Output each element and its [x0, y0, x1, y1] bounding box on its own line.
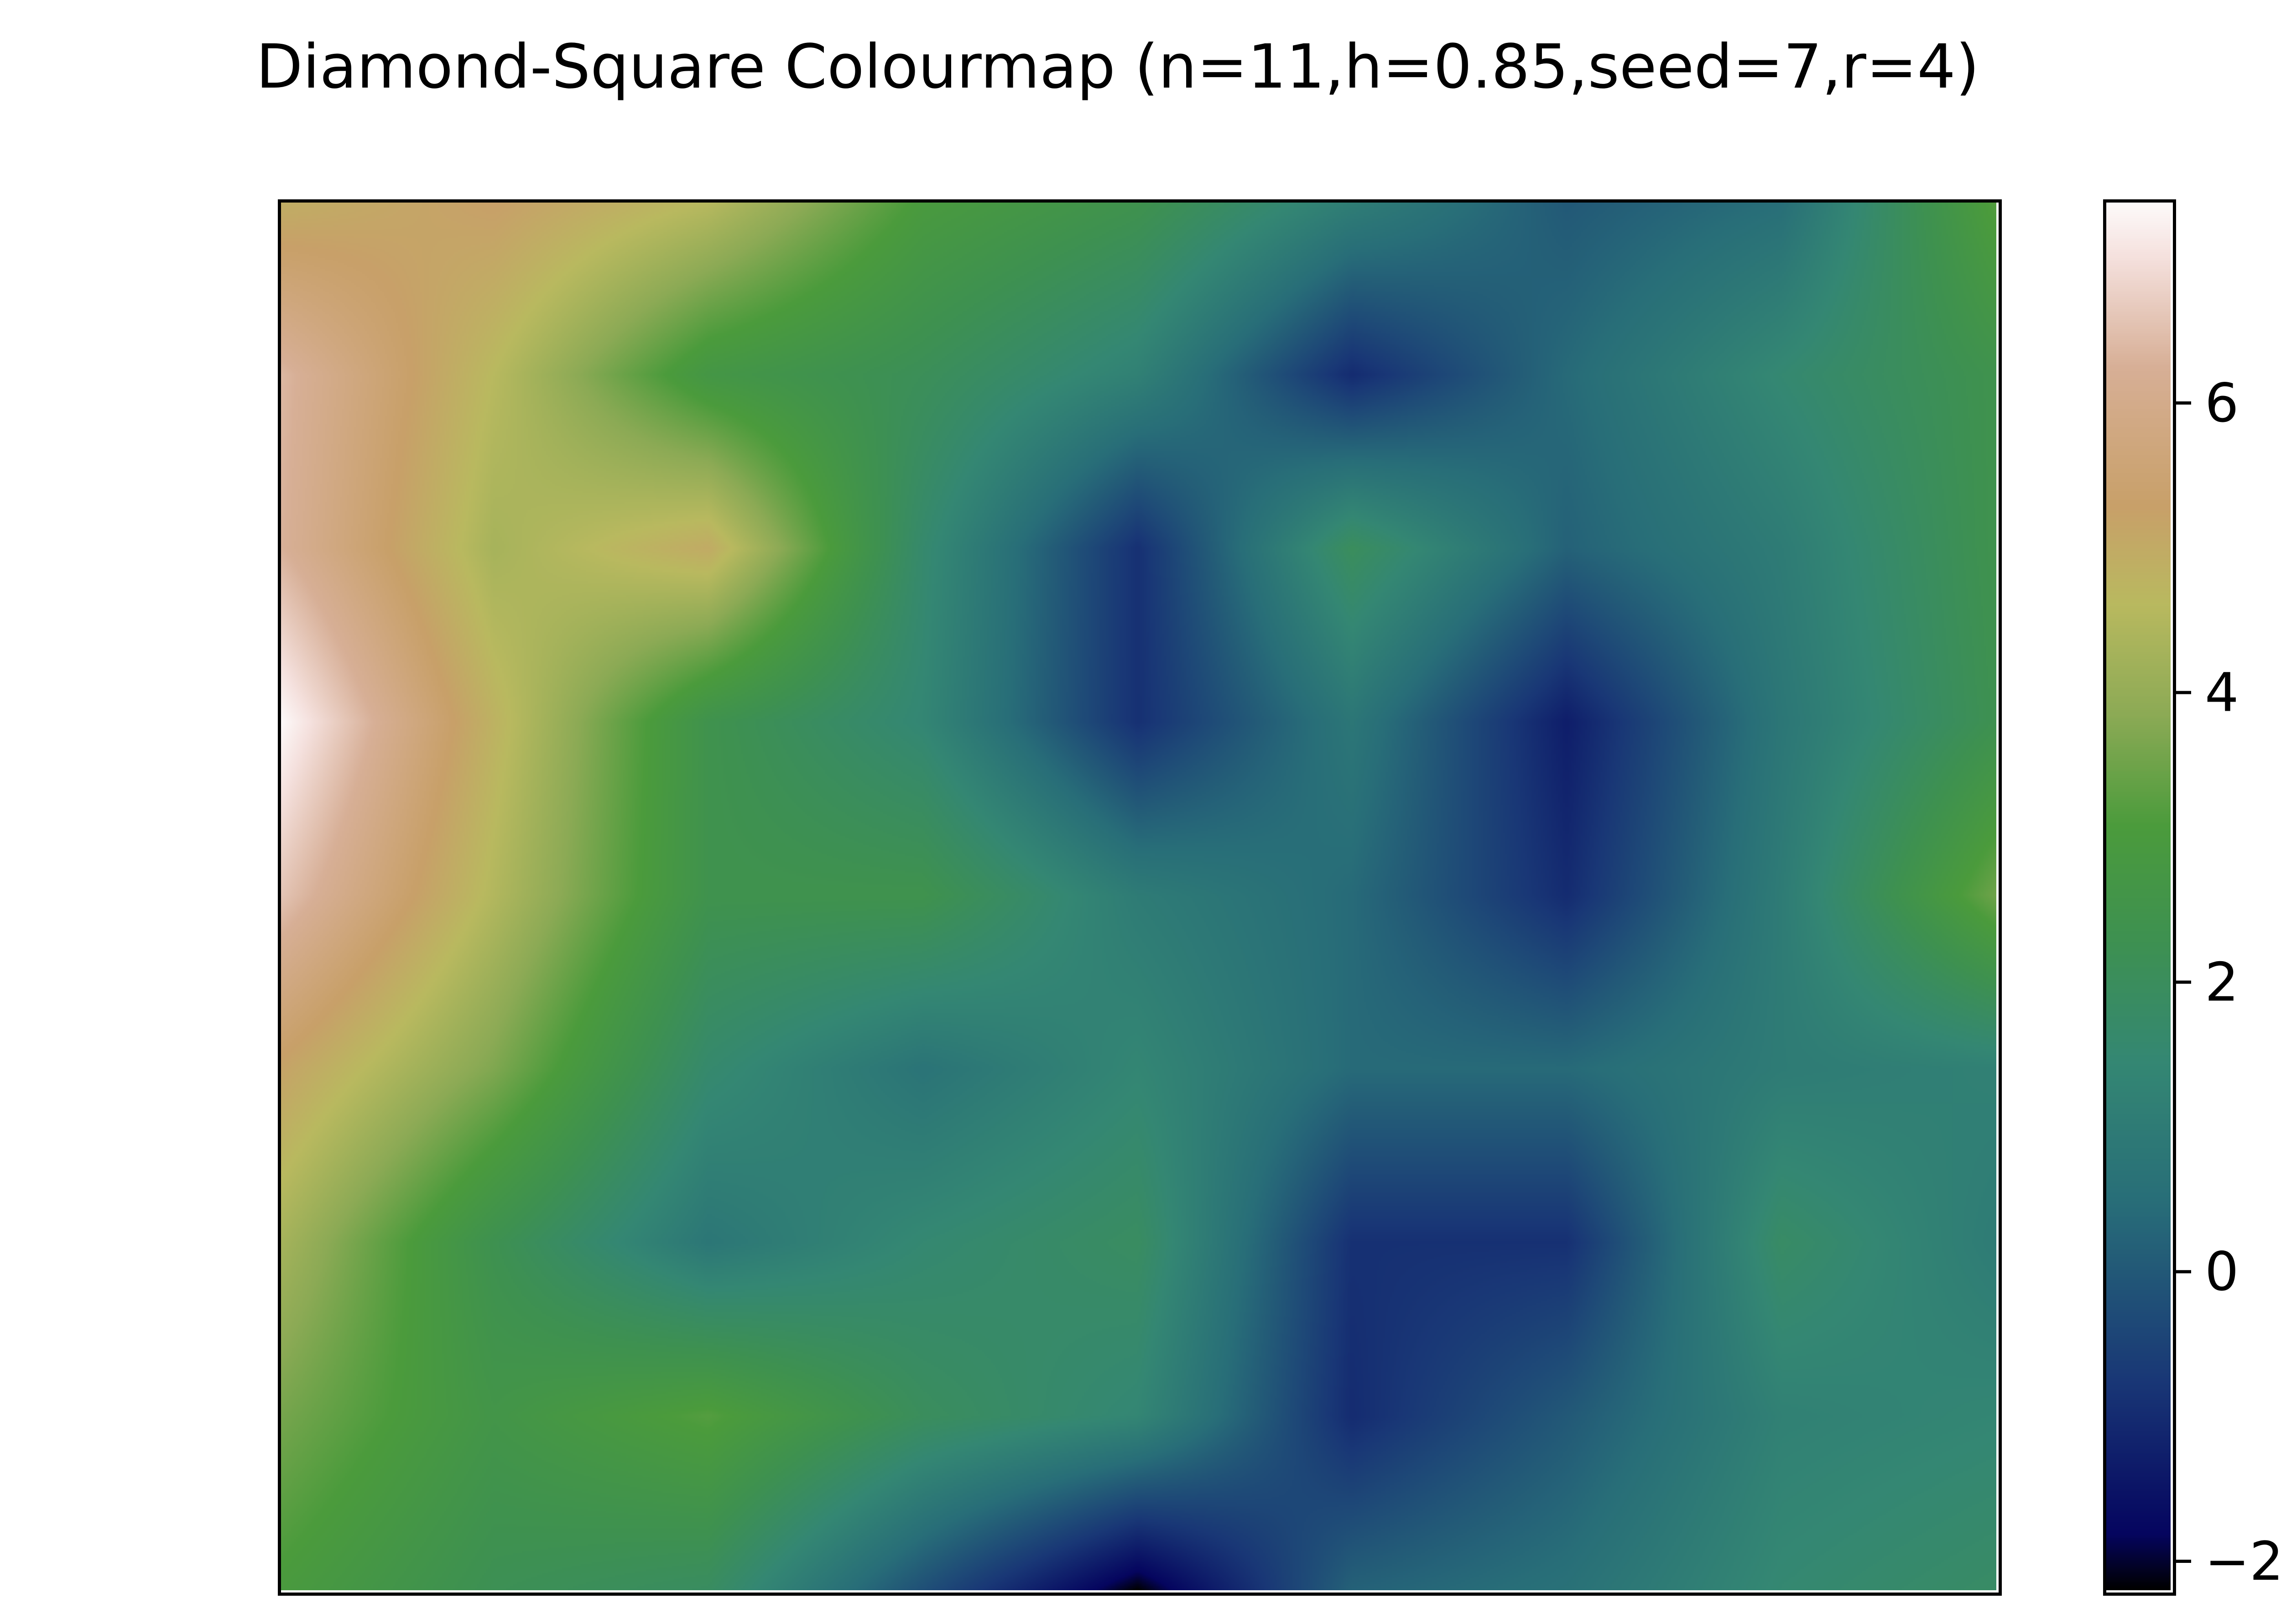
- colorbar-tick-label: 4: [2205, 661, 2239, 724]
- colorbar-tick-label: 2: [2205, 951, 2239, 1013]
- heatmap-image: [279, 200, 1996, 1590]
- chart-title: Diamond-Square Colourmap (n=11,h=0.85,se…: [256, 32, 1979, 102]
- colorbar-tick-label: 6: [2205, 372, 2239, 434]
- colorbar-tick-label: 0: [2205, 1240, 2239, 1303]
- colorbar-gradient: [2104, 200, 2171, 1590]
- colorbar-tick-label: −2: [2205, 1530, 2281, 1593]
